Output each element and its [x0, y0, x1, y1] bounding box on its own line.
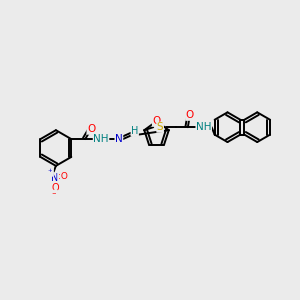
- Text: O: O: [87, 124, 95, 134]
- Text: NH: NH: [196, 122, 212, 132]
- Text: :O: :O: [58, 172, 68, 181]
- Text: N: N: [115, 134, 123, 144]
- Text: NH: NH: [93, 134, 109, 144]
- Text: $^-$: $^-$: [50, 190, 58, 199]
- Text: O: O: [152, 116, 161, 126]
- Text: H: H: [131, 126, 138, 136]
- Text: O: O: [186, 110, 194, 120]
- Text: N: N: [51, 173, 58, 183]
- Text: O: O: [51, 183, 59, 193]
- Text: $^+$: $^+$: [46, 167, 53, 176]
- Text: S: S: [157, 122, 164, 132]
